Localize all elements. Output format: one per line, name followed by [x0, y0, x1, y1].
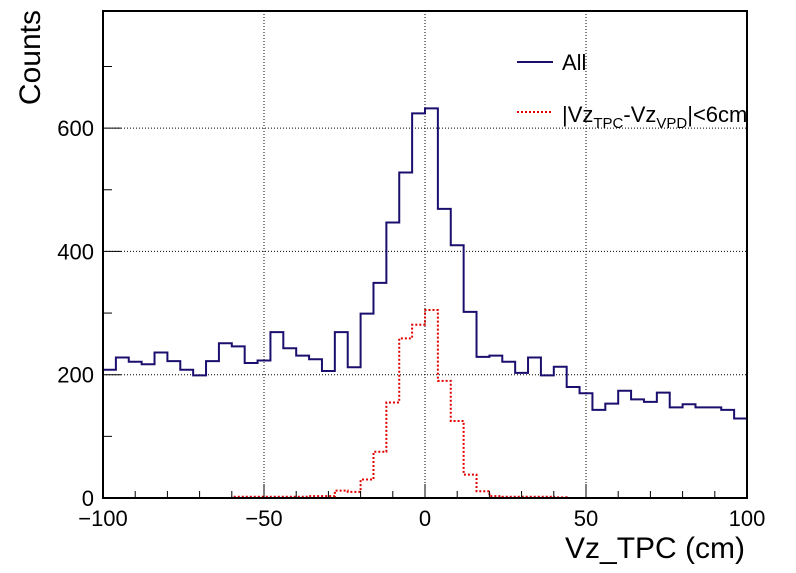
y-tick-label: 200 — [57, 363, 94, 388]
axis-ticks — [102, 65, 748, 499]
legend: All |VzTPC-VzVPD|<6cm — [517, 50, 747, 132]
legend-cut-label: |VzTPC-VzVPD|<6cm — [562, 102, 747, 132]
x-tick-label: −100 — [78, 506, 128, 531]
y-axis-label: Counts — [14, 10, 47, 105]
y-tick-label: 600 — [57, 116, 94, 141]
y-tick-label: 400 — [57, 239, 94, 264]
x-tick-label: −50 — [245, 506, 282, 531]
legend-all-label: All — [562, 50, 586, 75]
x-tick-label: 0 — [419, 506, 431, 531]
grid-lines — [103, 11, 747, 498]
legend-cut-suffix: |<6cm — [687, 102, 747, 127]
tick-labels: −100 −50 0 50 100 0 200 400 600 — [57, 116, 765, 531]
series-all-histogram — [102, 107, 748, 498]
legend-cut-mid: -Vz — [623, 102, 656, 127]
legend-cut-sub2: VPD — [656, 115, 687, 132]
legend-cut-sub1: TPC — [593, 115, 623, 132]
x-tick-label: 100 — [729, 506, 766, 531]
legend-cut-prefix: |Vz — [562, 102, 593, 127]
y-tick-label: 0 — [82, 486, 94, 511]
x-tick-label: 50 — [574, 506, 598, 531]
x-axis-label: Vz_TPC (cm) — [565, 532, 745, 565]
